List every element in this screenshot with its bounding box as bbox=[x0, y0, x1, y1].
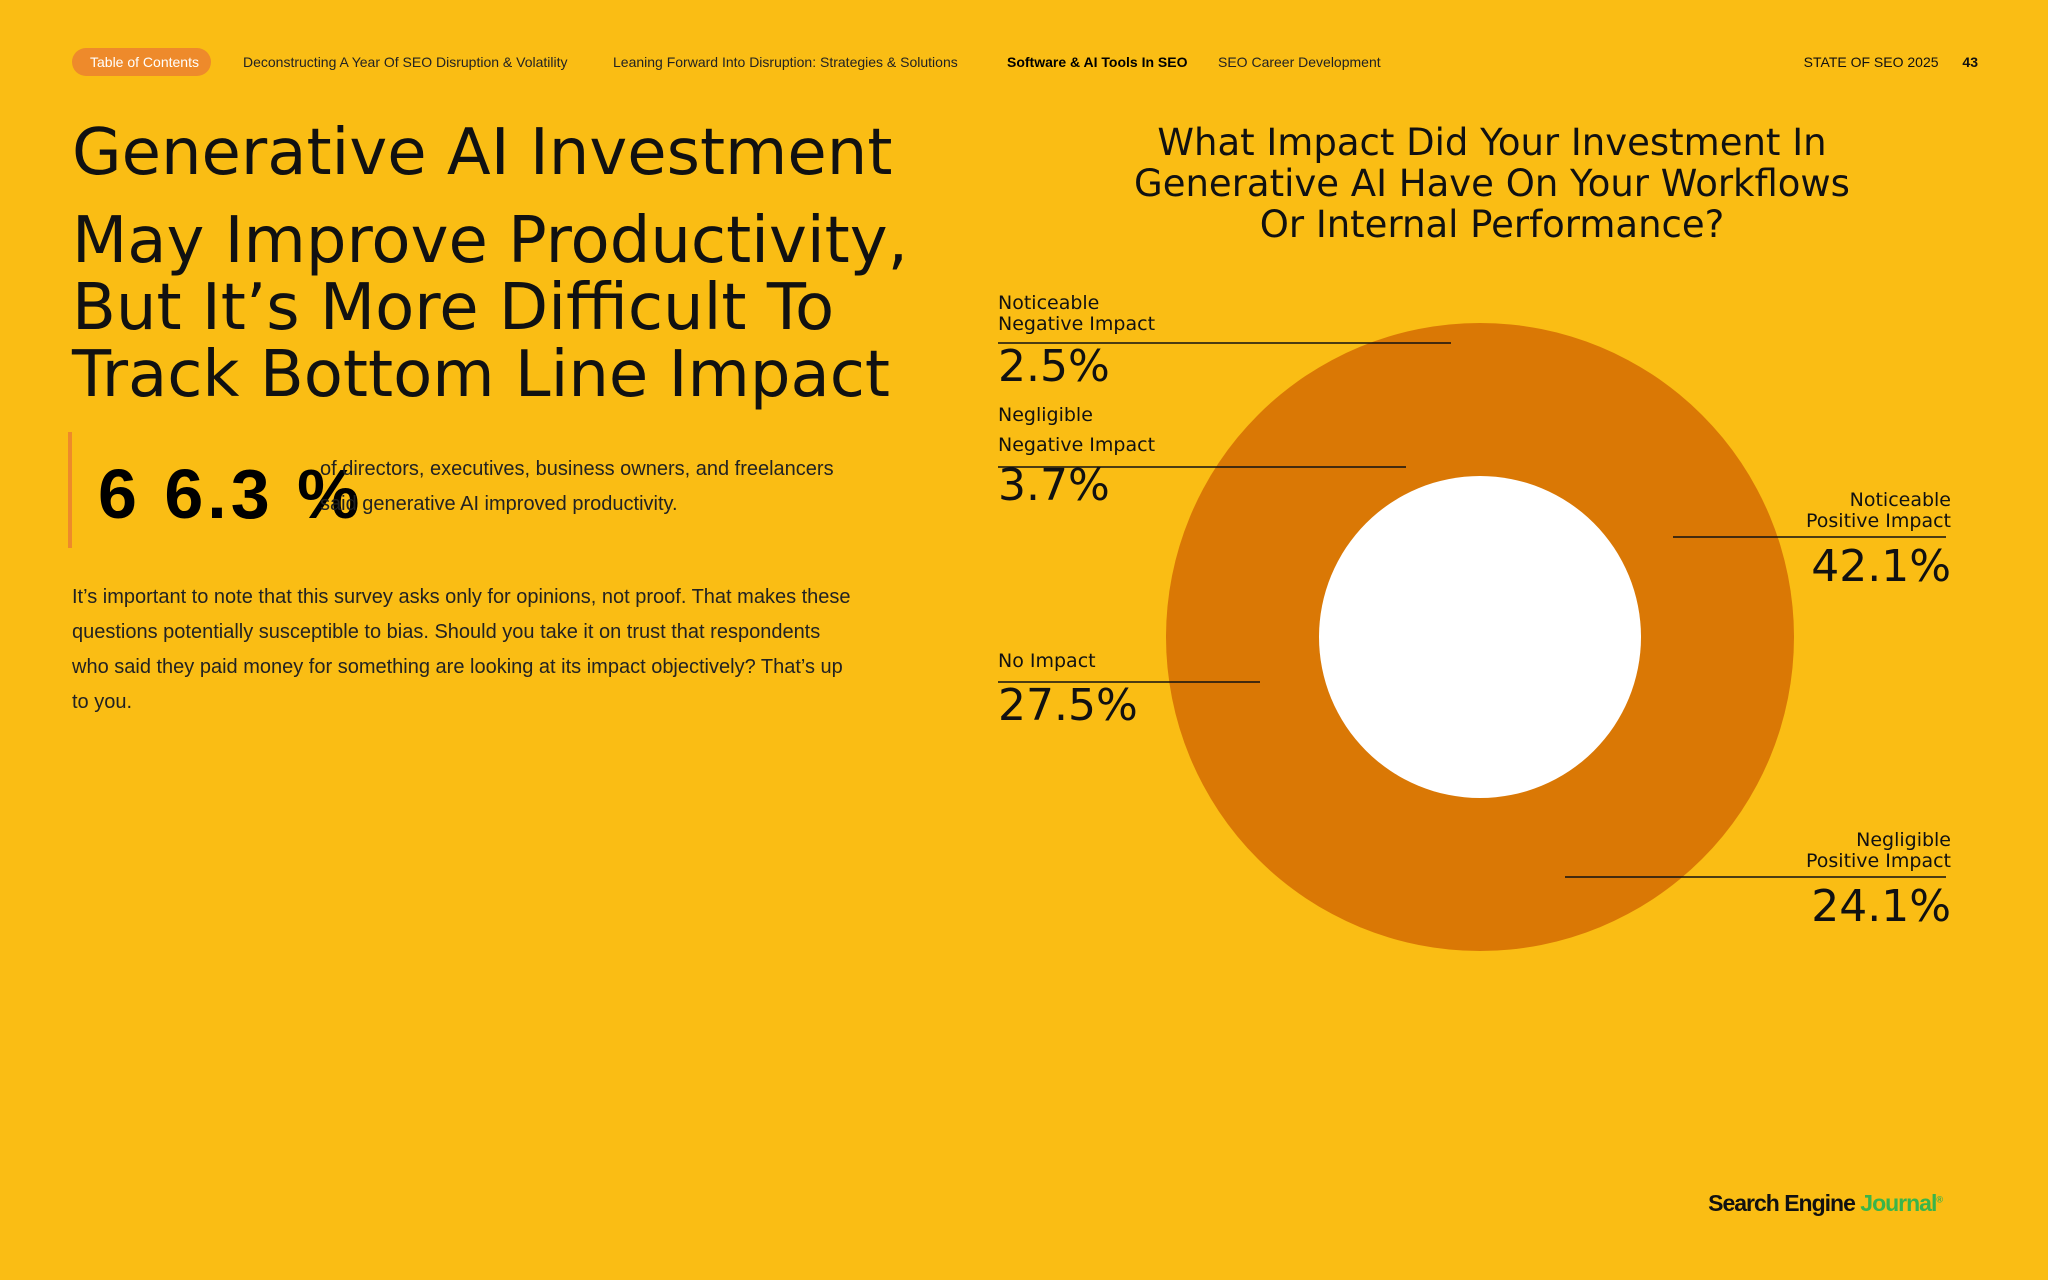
slice-name-line1: Noticeable bbox=[998, 292, 1100, 314]
slice-label-negligible-positive: Negligible Positive Impact 24.1% bbox=[1806, 830, 1951, 932]
table-of-contents-button[interactable]: Table of Contents bbox=[72, 48, 211, 76]
slice-label-noticeable-positive: Noticeable Positive Impact 42.1% bbox=[1806, 490, 1951, 592]
brand-logo: Search Engine Journal® bbox=[1708, 1190, 1943, 1217]
nav-link-strategies[interactable]: Leaning Forward Into Disruption: Strateg… bbox=[613, 54, 958, 70]
page-number: 43 bbox=[1962, 54, 1978, 70]
page-title: Generative AI Investment May Improve Pro… bbox=[72, 120, 932, 409]
title-line-1: Generative AI Investment bbox=[72, 116, 893, 190]
slice-label-no-impact: No Impact 27.5% bbox=[998, 651, 1138, 731]
brand-name-part1: Search Engine bbox=[1708, 1190, 1861, 1216]
slice-name-line1: No Impact bbox=[998, 650, 1096, 672]
slice-label-noticeable-negative: Noticeable Negative Impact 2.5% bbox=[998, 293, 1155, 392]
slice-label-negligible-negative: Negligible Negative Impact 3.7% bbox=[998, 405, 1155, 511]
slice-value: 27.5% bbox=[998, 680, 1138, 731]
slice-name-line2: Negative Impact bbox=[998, 313, 1156, 335]
slice-name-line1: Noticeable bbox=[1849, 489, 1951, 511]
body-paragraph: It’s important to note that this survey … bbox=[72, 586, 851, 713]
slice-value: 42.1% bbox=[1811, 541, 1951, 592]
slice-name-line1: Negligible bbox=[1856, 829, 1951, 851]
chart-title: What Impact Did Your Investment In Gener… bbox=[1134, 121, 1850, 246]
stat-description: of directors, executives, business owner… bbox=[320, 458, 834, 515]
slice-value: 24.1% bbox=[1811, 881, 1951, 932]
nav-link-software-ai-tools[interactable]: Software & AI Tools In SEO bbox=[1007, 54, 1188, 70]
slice-name-line2: Positive Impact bbox=[1806, 510, 1951, 532]
title-line-4: Track Bottom Line Impact bbox=[72, 338, 890, 412]
slice-value: 2.5% bbox=[998, 341, 1110, 392]
nav-link-career[interactable]: SEO Career Development bbox=[1218, 54, 1381, 70]
report-title: STATE OF SEO 2025 bbox=[1803, 54, 1939, 70]
report-header: STATE OF SEO 2025 43 bbox=[1804, 54, 1978, 70]
nav-link-disruption[interactable]: Deconstructing A Year Of SEO Disruption … bbox=[243, 54, 568, 70]
slice-name-line2: Positive Impact bbox=[1806, 850, 1951, 872]
brand-name-part2: Journal bbox=[1860, 1190, 1937, 1216]
brand-registered-mark: ® bbox=[1936, 1194, 1943, 1205]
donut-hole bbox=[1319, 476, 1641, 798]
slice-value: 3.7% bbox=[998, 460, 1110, 511]
stat-accent-bar bbox=[68, 432, 72, 548]
title-line-3: But It’s More Difficult To bbox=[72, 271, 835, 345]
top-nav: Table of Contents Deconstructing A Year … bbox=[72, 48, 1978, 78]
stat-value: 6 6.3 % bbox=[98, 455, 364, 533]
slice-name-line2: Negative Impact bbox=[998, 434, 1156, 456]
slice-name-line1: Negligible bbox=[998, 404, 1093, 426]
title-line-2: May Improve Productivity, bbox=[72, 204, 908, 278]
